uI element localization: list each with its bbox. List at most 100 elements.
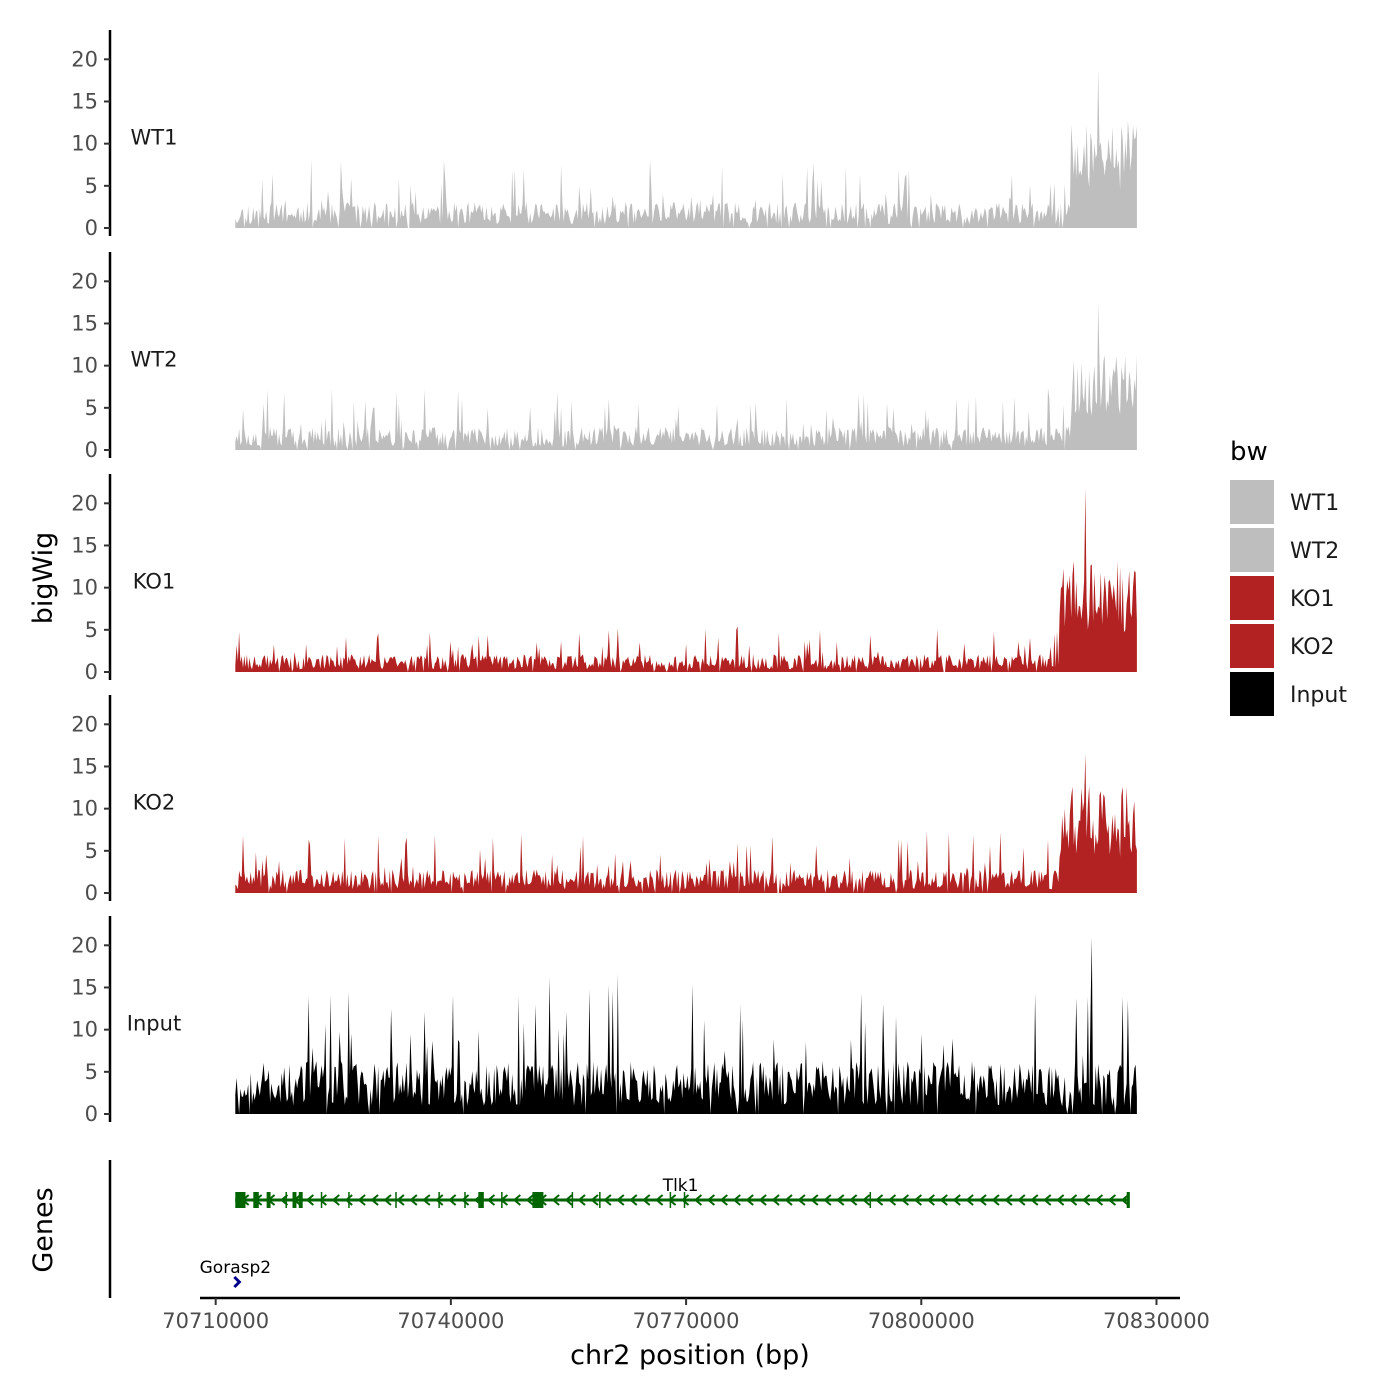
strand-arrow <box>357 1194 366 1206</box>
strand-arrow <box>344 1194 353 1206</box>
strand-arrow <box>486 1194 496 1206</box>
strand-arrow <box>810 1194 819 1206</box>
legend-swatch <box>1230 672 1274 716</box>
strand-arrow <box>1030 1194 1039 1206</box>
strand-arrow <box>233 1275 242 1289</box>
y-tick-label: 0 <box>85 216 98 240</box>
tracks-layer: 0 5 10 15 20 WT1 0 5 10 15 20 WT2 0 5 10 15 20 KO1 0 5 10 15 2… <box>71 30 1137 1126</box>
y-tick-label: 20 <box>71 491 98 515</box>
exon <box>532 1192 544 1208</box>
strand-arrow <box>680 1194 690 1206</box>
y-tick-label: 15 <box>71 311 98 335</box>
legend-item-ko2: KO2 <box>1230 624 1335 668</box>
track-label: Input <box>127 1012 181 1036</box>
legend-label: WT1 <box>1290 491 1339 516</box>
strand-arrow <box>991 1194 1000 1206</box>
y-tick-label: 15 <box>71 754 98 778</box>
strand-arrow <box>1017 1194 1026 1206</box>
y-tick-label: 0 <box>85 1102 98 1126</box>
y-tick-label: 0 <box>85 438 98 462</box>
strand-arrow <box>512 1194 521 1206</box>
y-tick-label: 10 <box>71 1018 98 1042</box>
strand-arrow <box>874 1194 884 1206</box>
exon <box>292 1192 297 1208</box>
genes-axis-title: Genes <box>28 1187 59 1272</box>
legend-swatch <box>1230 576 1274 620</box>
track-label: KO2 <box>133 791 176 815</box>
coverage-area-wt2 <box>235 302 1137 450</box>
strand-arrow <box>577 1194 586 1206</box>
strand-arrow <box>1004 1194 1013 1206</box>
strand-arrow <box>655 1194 664 1206</box>
strand-arrow <box>525 1194 534 1206</box>
strand-arrow <box>422 1194 431 1206</box>
strand-arrow <box>1094 1194 1104 1206</box>
legend: bw WT1 WT2 KO1 KO2 Input <box>1230 437 1347 716</box>
strand-arrow <box>564 1194 573 1206</box>
strand-arrow <box>616 1194 625 1206</box>
y-tick-label: 15 <box>71 975 98 999</box>
x-axis-title: chr2 position (bp) <box>570 1340 810 1371</box>
strand-arrow <box>1120 1194 1129 1206</box>
y-tick-label: 20 <box>71 269 98 293</box>
coverage-area-wt1 <box>235 69 1137 229</box>
strand-arrow <box>370 1194 379 1206</box>
strand-arrow <box>771 1194 780 1206</box>
legend-swatch <box>1230 528 1274 572</box>
strand-arrow <box>978 1194 987 1206</box>
track-ko1: 0 5 10 15 20 KO1 <box>71 474 1137 684</box>
y-tick-label: 20 <box>71 933 98 957</box>
legend-swatch <box>1230 624 1274 668</box>
y-tick-label: 20 <box>71 712 98 736</box>
coverage-area-input <box>235 936 1137 1114</box>
gene-gorasp2: Gorasp2 <box>200 1258 271 1289</box>
y-tick-label: 5 <box>85 839 98 863</box>
track-label: WT2 <box>131 348 178 372</box>
strand-arrow <box>823 1194 832 1206</box>
strand-arrow <box>435 1194 444 1206</box>
strand-arrow <box>849 1194 858 1206</box>
gene-label-tlk1: Tlk1 <box>662 1176 699 1196</box>
track-input: 0 5 10 15 20 Input <box>71 916 1137 1126</box>
legend-item-ko1: KO1 <box>1230 576 1335 620</box>
y-tick-label: 5 <box>85 1060 98 1084</box>
y-tick-label: 5 <box>85 174 98 198</box>
strand-arrow <box>693 1194 703 1206</box>
strand-arrow <box>331 1194 340 1206</box>
gene-tlk1: Tlk1 <box>235 1176 1130 1208</box>
strand-arrow <box>603 1194 612 1206</box>
strand-arrow <box>629 1194 638 1206</box>
legend-item-wt2: WT2 <box>1230 528 1339 572</box>
y-tick-label: 0 <box>85 660 98 684</box>
strand-arrow <box>383 1194 392 1206</box>
genes-panel: Tlk1 Gorasp2 <box>108 1160 1130 1298</box>
legend-label: KO2 <box>1290 635 1335 660</box>
legend-label: Input <box>1290 683 1347 708</box>
strand-arrow <box>1056 1194 1065 1206</box>
strand-arrow <box>926 1194 935 1206</box>
x-tick-label: 70830000 <box>1103 1309 1210 1333</box>
legend-item-wt1: WT1 <box>1230 480 1339 524</box>
y-tick-label: 5 <box>85 396 98 420</box>
track-wt1: 0 5 10 15 20 WT1 <box>71 30 1137 240</box>
strand-arrow <box>758 1194 767 1206</box>
strand-arrow <box>939 1194 948 1206</box>
y-tick-label: 0 <box>85 881 98 905</box>
strand-arrow <box>448 1194 457 1206</box>
y-tick-label: 10 <box>71 354 98 378</box>
coverage-area-ko2 <box>235 753 1137 893</box>
strand-arrow <box>461 1194 470 1206</box>
strand-arrow <box>965 1194 974 1206</box>
strand-arrow <box>642 1194 651 1206</box>
strand-arrow <box>396 1194 405 1206</box>
x-axis: 70710000 70740000 70770000 70800000 70830000 <box>162 1296 1210 1333</box>
strand-arrow <box>1043 1194 1052 1206</box>
strand-arrow <box>797 1194 806 1206</box>
track-ko2: 0 5 10 15 20 KO2 <box>71 695 1137 905</box>
exon <box>298 1192 303 1208</box>
strand-arrow <box>305 1194 315 1206</box>
legend-title: bw <box>1230 437 1268 467</box>
strand-arrow <box>1069 1194 1078 1206</box>
